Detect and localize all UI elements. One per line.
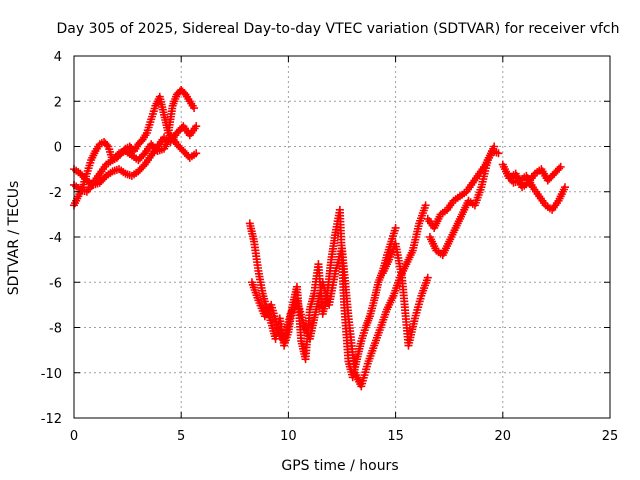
x-tick-label: 5 [177, 429, 185, 444]
y-tick-label: 0 [54, 141, 62, 156]
series-trace-10 [503, 169, 569, 214]
x-tick-label: 25 [602, 429, 619, 444]
data-point [555, 164, 564, 173]
data-point [494, 149, 503, 158]
series-trace-6 [378, 239, 432, 350]
series-trace-3 [70, 131, 201, 196]
x-tick-label: 0 [70, 429, 78, 444]
y-tick-label: -2 [49, 186, 62, 201]
y-tick-label: -12 [41, 412, 62, 427]
data-point [556, 162, 565, 171]
x-axis-label: GPS time / hours [281, 458, 398, 474]
y-axis-label: SDTVAR / TECUs [6, 181, 22, 296]
data-point [423, 273, 432, 282]
data-point [192, 149, 201, 158]
axes: 0 5 10 15 20 25 -12 -10 -8 -6 -4 -2 0 2 4 [41, 50, 619, 444]
y-tick-label: -8 [49, 322, 62, 337]
x-tick-label: 20 [495, 429, 512, 444]
data-points [70, 85, 569, 391]
y-tick-label: 2 [54, 95, 62, 110]
data-point [102, 140, 111, 149]
y-tick-label: -10 [41, 367, 62, 382]
chart-title: Day 305 of 2025, Sidereal Day-to-day VTE… [56, 21, 619, 37]
data-point [560, 183, 569, 192]
x-tick-label: 10 [280, 429, 297, 444]
y-tick-label: -4 [49, 231, 62, 246]
series-trace-5 [247, 201, 430, 391]
data-point [192, 122, 201, 131]
y-tick-label: 4 [54, 50, 62, 65]
data-point [421, 201, 430, 210]
grid [74, 56, 610, 418]
data-point [391, 223, 400, 232]
data-point [190, 104, 199, 113]
series-trace-8 [425, 142, 499, 260]
data-point [490, 142, 499, 151]
y-tick-label: -6 [49, 276, 62, 291]
x-tick-label: 15 [387, 429, 404, 444]
